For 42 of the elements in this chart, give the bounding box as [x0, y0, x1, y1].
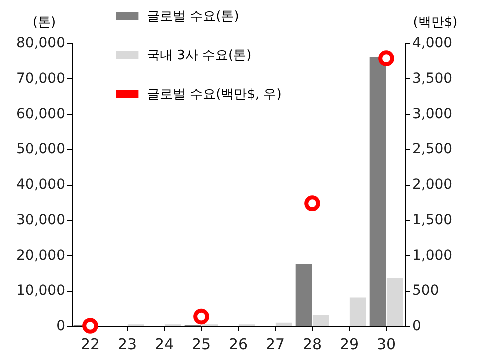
- y2-tick-label: 3,000: [412, 106, 453, 122]
- point: [378, 50, 394, 66]
- y-tick-label: 60,000: [16, 106, 66, 122]
- y-tick-label: 50,000: [16, 142, 66, 158]
- bar: [296, 264, 312, 326]
- y2-tick-label: 1,500: [412, 212, 453, 228]
- y2-tick-label: 2,500: [412, 142, 453, 158]
- y2-tick-label: 4,000: [412, 36, 453, 52]
- y-tick-label: 40,000: [16, 177, 66, 193]
- x-tick-label: 27: [266, 336, 286, 354]
- y2-tick-label: 1,000: [412, 248, 453, 264]
- y-tick-label: 80,000: [16, 36, 66, 52]
- legend-label: 글로벌 수요(톤): [147, 10, 240, 24]
- bar: [386, 278, 404, 326]
- bar: [312, 315, 330, 326]
- x-tick-label: 24: [154, 336, 174, 354]
- x-tick-label: 30: [376, 336, 396, 354]
- x-tick-label: 29: [340, 336, 360, 354]
- y-tick-label: 70,000: [16, 70, 66, 87]
- y-tick-label: 0: [56, 318, 66, 334]
- legend-label: 국내 3사 수요(톤): [147, 48, 252, 64]
- point: [194, 308, 210, 325]
- y-axis-title: (톤): [32, 16, 56, 30]
- x-tick-label: 22: [80, 336, 100, 354]
- y2-tick-label: 500: [412, 283, 440, 300]
- bar: [370, 57, 386, 326]
- y2-tick-label: 2,000: [412, 177, 453, 193]
- y2-tick-label: 3,500: [412, 70, 453, 87]
- legend-label: 글로벌 수요(백만$, 우): [147, 88, 282, 102]
- y2-tick-label: 0: [412, 318, 422, 334]
- y-tick-label: 30,000: [16, 212, 66, 228]
- y-tick-label: 10,000: [16, 283, 66, 300]
- x-tick-label: 23: [118, 336, 138, 354]
- point: [82, 318, 98, 334]
- x-tick-label: 26: [228, 336, 248, 354]
- bar: [276, 322, 292, 326]
- x-tick-label: 25: [192, 336, 212, 354]
- point: [304, 196, 320, 212]
- bar: [350, 298, 366, 326]
- y2-axis-title: (백만$): [413, 16, 458, 30]
- x-tick-label: 28: [302, 336, 322, 354]
- y-tick-label: 20,000: [16, 248, 66, 264]
